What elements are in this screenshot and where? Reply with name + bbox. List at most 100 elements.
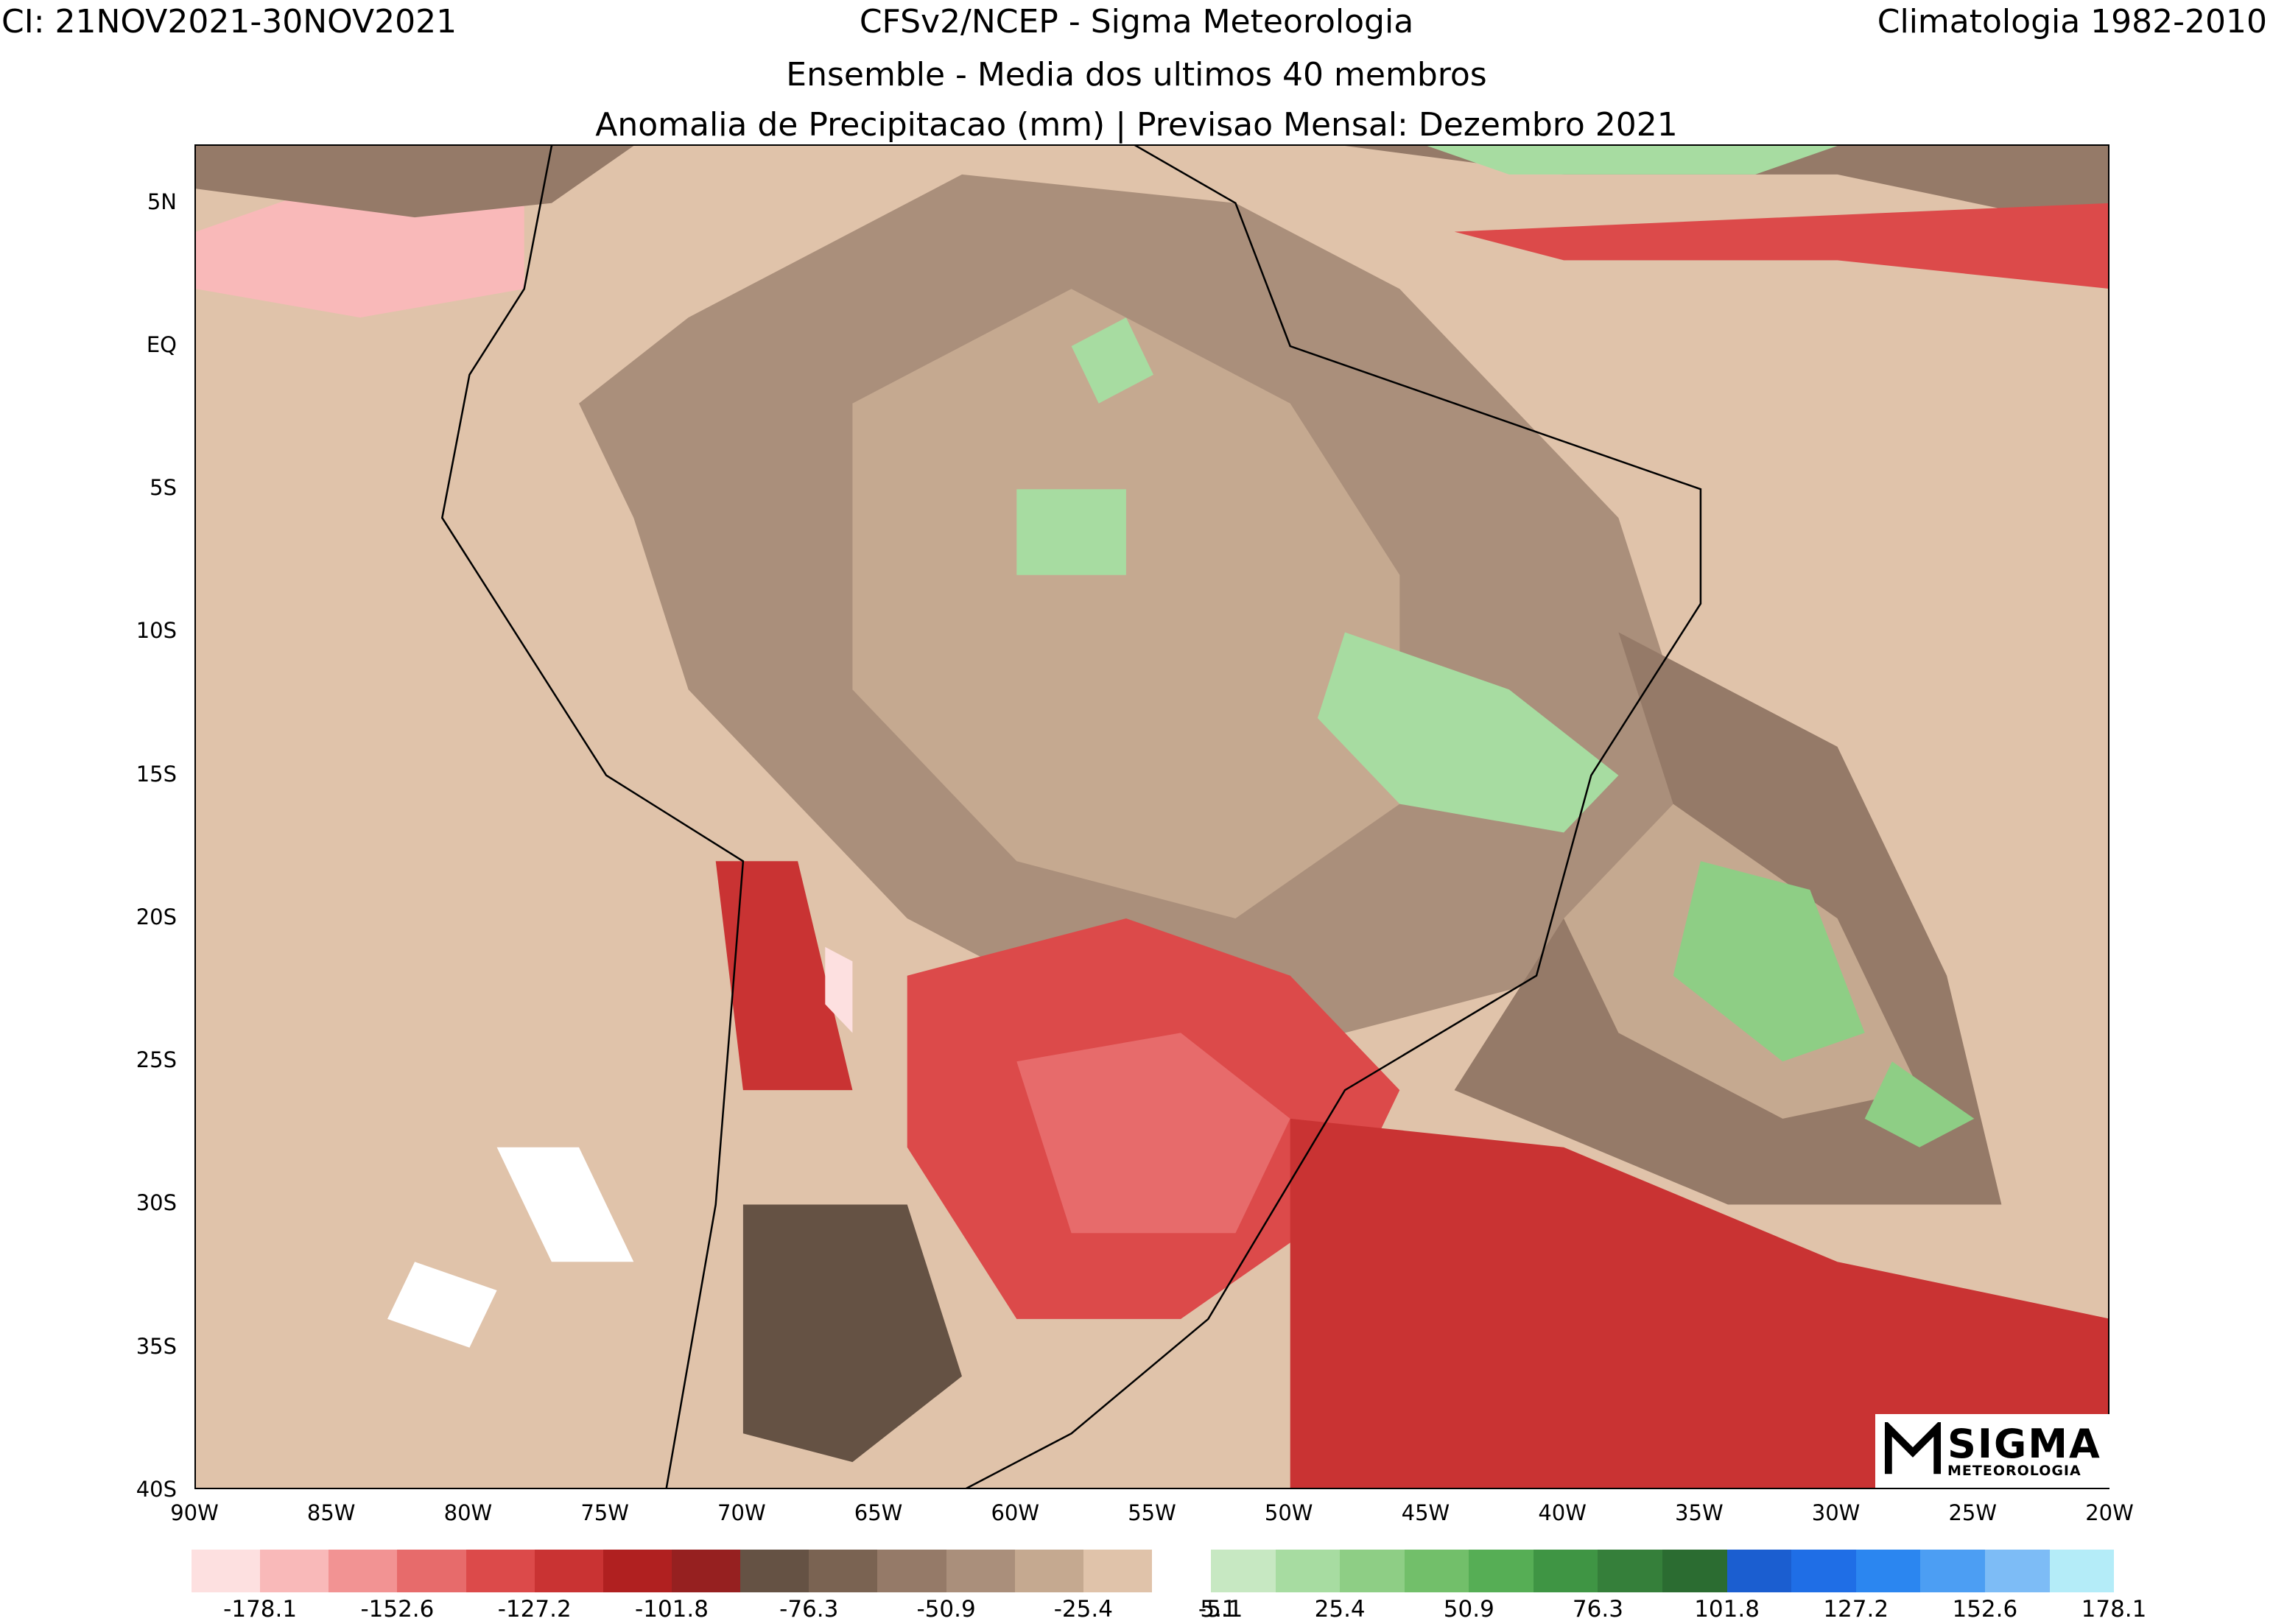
south-america-outline bbox=[440, 146, 1702, 1488]
region-andes-red bbox=[825, 946, 853, 1033]
lon-tick-label: 65W bbox=[854, 1500, 903, 1525]
colorbar-label: 178.1 bbox=[2081, 1596, 2147, 1623]
lon-tick-label: 35W bbox=[1675, 1500, 1724, 1525]
lon-tick-label: 20W bbox=[2085, 1500, 2134, 1525]
colorbar-swatch bbox=[1083, 1550, 1152, 1592]
lon-tick-label: 80W bbox=[443, 1500, 493, 1525]
colorbar-swatch bbox=[1340, 1550, 1405, 1592]
region-central-heavy bbox=[1317, 632, 1619, 833]
colorbar-swatch bbox=[1275, 1550, 1341, 1592]
lat-tick-label: 40S bbox=[136, 1477, 177, 1502]
colorbar-swatch bbox=[740, 1550, 809, 1592]
colorbar-swatch bbox=[1662, 1550, 1727, 1592]
colorbar-swatch bbox=[329, 1550, 398, 1592]
region-caribbean-wet bbox=[1125, 146, 2108, 231]
region-south-atlantic-dry bbox=[1290, 1118, 2108, 1488]
lat-tick-label: 5S bbox=[150, 475, 177, 501]
sigma-logo: SIGMA METEOROLOGIA bbox=[1875, 1414, 2109, 1488]
lon-tick-label: 45W bbox=[1401, 1500, 1450, 1525]
logo-subtitle: METEOROLOGIA bbox=[1947, 1462, 2081, 1479]
coastline-borders bbox=[440, 146, 1702, 1488]
colorbar-swatch bbox=[1211, 1550, 1276, 1592]
region-amazon-heavy-2 bbox=[1016, 489, 1126, 575]
lat-tick-label: 15S bbox=[136, 761, 177, 787]
region-caribbean-heavy bbox=[1427, 146, 1838, 175]
colorbar-swatch bbox=[1920, 1550, 1985, 1592]
colorbar-swatch bbox=[946, 1550, 1015, 1592]
lon-tick-label: 30W bbox=[1811, 1500, 1861, 1525]
colorbar-label: 5.1 bbox=[1200, 1596, 1237, 1623]
colorbar-swatch bbox=[1533, 1550, 1598, 1592]
logo-title: SIGMA bbox=[1947, 1420, 2101, 1467]
lon-tick-label: 90W bbox=[170, 1500, 219, 1525]
lat-tick-label: 25S bbox=[136, 1047, 177, 1073]
header-climatology: Climatologia 1982-2010 bbox=[1877, 3, 2267, 41]
colorbar-label: 127.2 bbox=[1823, 1596, 1889, 1623]
colorbar-label: -50.9 bbox=[916, 1596, 976, 1623]
colorbar-swatch bbox=[2049, 1550, 2115, 1592]
region-atlantic-dry bbox=[1454, 203, 2108, 289]
colorbar-swatch bbox=[809, 1550, 878, 1592]
region-pampas-wet bbox=[742, 1204, 962, 1463]
colorbar-label: 25.4 bbox=[1314, 1596, 1366, 1623]
lat-tick-label: EQ bbox=[146, 331, 177, 357]
colorbar-positive bbox=[1211, 1550, 2115, 1592]
lon-tick-label: 25W bbox=[1948, 1500, 1998, 1525]
colorbar-swatch bbox=[1014, 1550, 1083, 1592]
colorbar-swatch bbox=[397, 1550, 466, 1592]
header-period: CI: 21NOV2021-30NOV2021 bbox=[1, 3, 457, 41]
colorbar-label: -101.8 bbox=[635, 1596, 709, 1623]
colorbar-swatch bbox=[1984, 1550, 2050, 1592]
colorbar-negative bbox=[192, 1550, 1152, 1592]
region-southern-dry-core bbox=[1016, 1033, 1290, 1234]
precip-anomaly-map bbox=[196, 146, 2108, 1488]
region-pacific-white-1 bbox=[496, 1147, 634, 1262]
lon-tick-label: 75W bbox=[580, 1500, 629, 1525]
lat-tick-label: 30S bbox=[136, 1190, 177, 1216]
lat-tick-label: 20S bbox=[136, 904, 177, 929]
lon-tick-label: 60W bbox=[991, 1500, 1040, 1525]
lon-tick-label: 40W bbox=[1538, 1500, 1587, 1525]
colorbar-label: 101.8 bbox=[1694, 1596, 1760, 1623]
map-panel bbox=[194, 144, 2109, 1489]
colorbar-label: 50.9 bbox=[1443, 1596, 1494, 1623]
colorbar-swatch bbox=[877, 1550, 946, 1592]
header-ensemble: Ensemble - Media dos ultimos 40 membros bbox=[786, 56, 1487, 94]
colorbar-label: -178.1 bbox=[223, 1596, 298, 1623]
colorbar-swatch bbox=[1726, 1550, 1792, 1592]
colorbar-swatch bbox=[466, 1550, 535, 1592]
colorbar-label: 152.6 bbox=[1952, 1596, 2018, 1623]
colorbar-swatch bbox=[602, 1550, 672, 1592]
region-amazon-heavy-1 bbox=[1071, 317, 1153, 404]
region-andes-dry bbox=[715, 861, 853, 1091]
region-atlantic-heavy-2 bbox=[1864, 1061, 1975, 1147]
colorbar-label: -152.6 bbox=[360, 1596, 435, 1623]
lon-tick-label: 55W bbox=[1128, 1500, 1176, 1525]
region-wet-pacific-nw bbox=[196, 146, 634, 218]
lat-tick-label: 5N bbox=[147, 189, 177, 214]
region-atlantic-heavy-1 bbox=[1673, 861, 1865, 1062]
lon-tick-label: 70W bbox=[717, 1500, 766, 1525]
region-pacific-white-2 bbox=[387, 1262, 497, 1348]
colorbar-swatch bbox=[1404, 1550, 1469, 1592]
colorbar-swatch bbox=[1855, 1550, 1921, 1592]
colorbar-swatch bbox=[1598, 1550, 1663, 1592]
lat-tick-label: 10S bbox=[136, 618, 177, 644]
colorbar-swatch bbox=[1469, 1550, 1534, 1592]
lon-tick-label: 85W bbox=[306, 1500, 356, 1525]
header-model: CFSv2/NCEP - Sigma Meteorologia bbox=[859, 3, 1414, 41]
colorbar-swatch bbox=[260, 1550, 329, 1592]
colorbar-swatch bbox=[1791, 1550, 1856, 1592]
logo-m-icon bbox=[1884, 1422, 1942, 1474]
colorbar-label: -5.1 bbox=[1198, 1596, 1243, 1623]
lat-tick-label: 35S bbox=[136, 1333, 177, 1359]
colorbar-label: -25.4 bbox=[1053, 1596, 1113, 1623]
colorbar-swatch bbox=[671, 1550, 741, 1592]
colorbar-label: 76.3 bbox=[1572, 1596, 1623, 1623]
region-amazon-core bbox=[852, 289, 1400, 918]
header-title: Anomalia de Precipitacao (mm) | Previsao… bbox=[595, 106, 1678, 144]
colorbar-label: -76.3 bbox=[779, 1596, 839, 1623]
lon-tick-label: 50W bbox=[1264, 1500, 1313, 1525]
colorbar-swatch bbox=[534, 1550, 603, 1592]
colorbar-swatch bbox=[192, 1550, 261, 1592]
